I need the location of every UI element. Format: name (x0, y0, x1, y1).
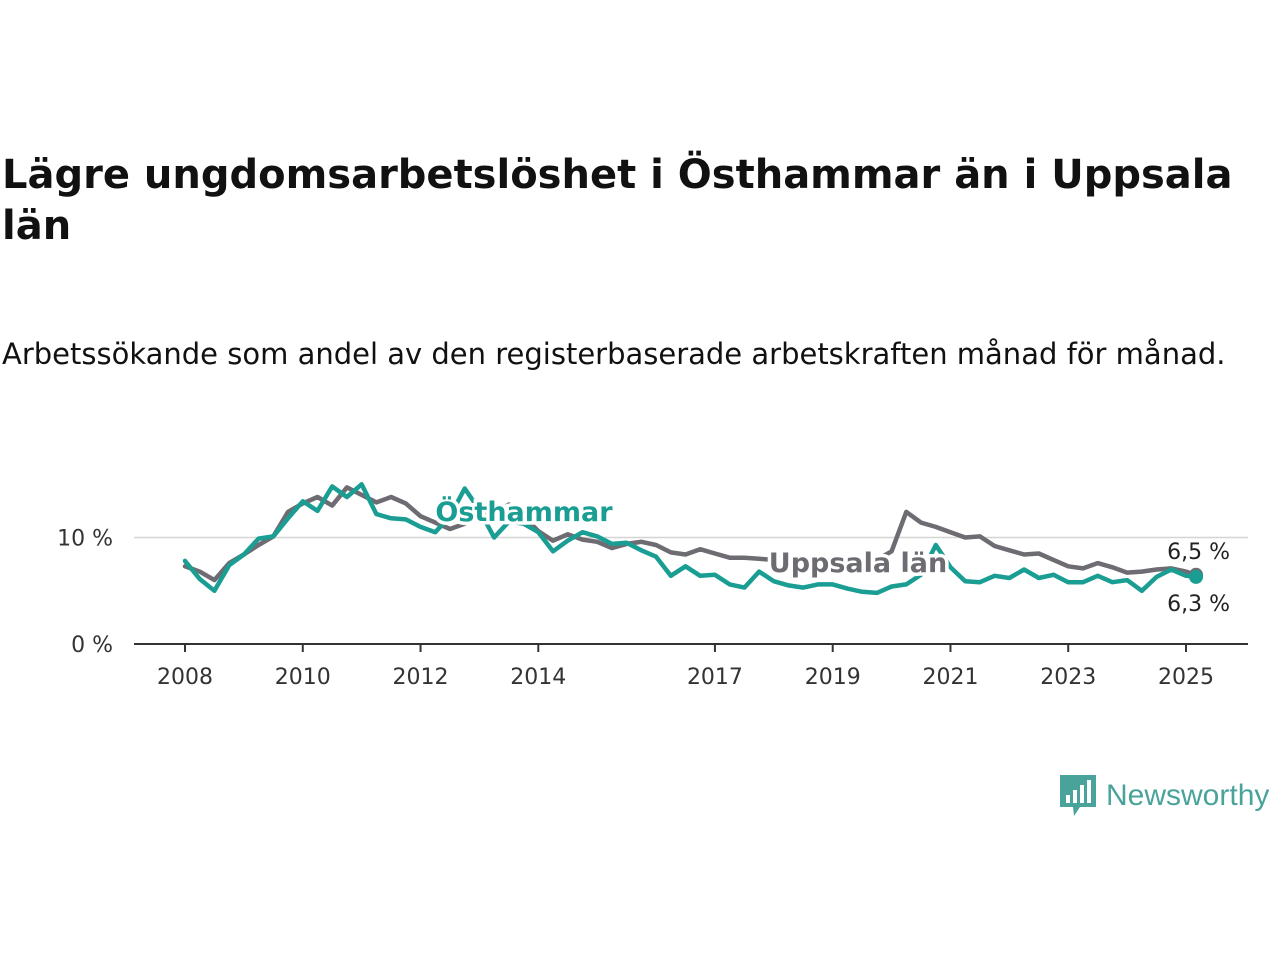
series-name-label: Östhammar (435, 495, 613, 528)
x-tick-label: 2010 (275, 665, 331, 690)
brand-name: Newsworthy (1106, 779, 1270, 812)
end-value-label: 6,3 % (1167, 592, 1230, 617)
x-tick-label: 2021 (922, 665, 978, 690)
y-tick-label: 10 % (57, 527, 113, 552)
x-tick-label: 2017 (687, 665, 743, 690)
y-axis: 0 % 10 % (57, 527, 113, 659)
x-tick-label: 2012 (393, 665, 449, 690)
x-tick-label: 2008 (157, 665, 213, 690)
end-point-marker (1189, 569, 1204, 584)
series-lines (182, 482, 1199, 596)
series-name-label: Uppsala län (769, 548, 947, 579)
chart-subtitle: Arbetssökande som andel av den registerb… (2, 337, 1226, 371)
newsworthy-bar-chart-icon (1060, 775, 1096, 816)
x-tick-label: 2025 (1158, 665, 1214, 690)
x-tick-label: 2014 (510, 665, 566, 690)
end-markers: 6,5 % 6,3 % (1167, 540, 1230, 617)
newsworthy-logo: Newsworthy (1058, 773, 1269, 819)
line-chart: 0 % 10 % 2008 2010 2012 2014 2017 2019 2021 2023… (57, 482, 1248, 690)
x-axis: 2008 2010 2012 2014 2017 2019 2021 2023 2025 (157, 644, 1214, 690)
series-line (182, 482, 1199, 596)
x-tick-label: 2023 (1040, 665, 1096, 690)
series-labels: Uppsala län Östhammar (432, 492, 951, 583)
x-tick-label: 2019 (805, 665, 861, 690)
y-tick-label: 0 % (71, 633, 113, 658)
end-value-label: 6,5 % (1167, 540, 1230, 565)
chart-title: Lägre ungdomsarbetslöshet i Östhammar än… (2, 152, 1233, 249)
series-line (182, 485, 1199, 583)
